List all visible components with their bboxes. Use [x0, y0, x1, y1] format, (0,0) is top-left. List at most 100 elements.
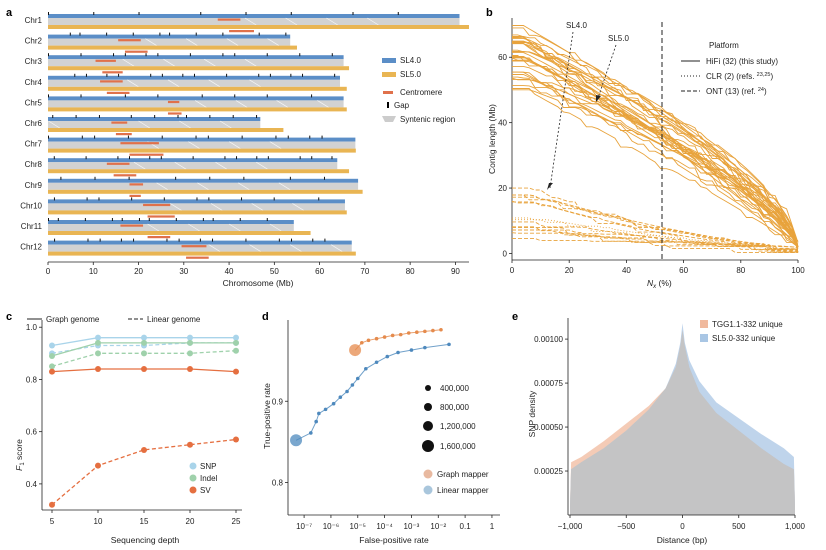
sl4-centromere	[118, 39, 141, 42]
gap-mark	[85, 73, 87, 77]
legend-tgg-label: TGG1.1-332 unique	[712, 320, 783, 329]
contig-curve	[512, 38, 799, 248]
gap-mark	[133, 238, 135, 242]
gap-mark	[150, 73, 152, 77]
syntenic-streak	[138, 120, 151, 129]
y-tick-label: 20	[498, 184, 507, 193]
contig-curve	[512, 25, 799, 248]
roc-point	[350, 383, 355, 387]
indel-linear-point	[233, 347, 239, 354]
contig-curve	[512, 51, 799, 248]
legend-linear-label: Linear genome	[147, 315, 201, 324]
chromosome-label: Chr3	[25, 57, 43, 66]
sl5-centromere	[147, 215, 175, 218]
panel-e-xlabel: Distance (bp)	[657, 535, 708, 545]
panel-a-legend: SL4.0 SL5.0 Centromere Gap Syntenic regi…	[382, 56, 455, 124]
gap-mark	[79, 32, 81, 36]
syntenic-streak	[276, 100, 289, 108]
gap-mark	[121, 218, 123, 221]
panel-e-density-plot: −1,000 −500 0 500 1,000 0.00025 0.00050 0.00075…	[527, 318, 806, 545]
gap-mark	[98, 197, 100, 201]
sl5-bar	[48, 169, 350, 174]
contig-curve	[512, 219, 798, 250]
syntenic-streak	[237, 182, 250, 191]
gap-mark	[311, 94, 313, 98]
sl4-bar	[48, 75, 340, 80]
x-tick-label: 10⁻⁶	[323, 522, 339, 531]
gap-mark	[160, 156, 162, 160]
contig-curve	[512, 71, 799, 248]
gap-mark	[273, 197, 275, 201]
contig-curve	[512, 49, 799, 248]
gap-mark	[177, 115, 179, 118]
gap-mark	[128, 176, 130, 180]
annotation-sl5-arrow	[597, 44, 617, 99]
sl4-bar	[48, 55, 344, 60]
gap-mark	[291, 238, 293, 242]
syntenic-region	[48, 162, 338, 170]
contig-curve	[512, 217, 798, 253]
sl4-bar	[48, 14, 460, 18]
gap-mark	[258, 32, 260, 36]
gap-mark	[80, 53, 82, 57]
sv-linear-point	[233, 436, 239, 443]
syntenic-streak	[194, 100, 207, 108]
syntenic-streak	[179, 120, 191, 129]
gap-mark	[193, 73, 195, 77]
roc-point	[366, 338, 371, 343]
sl5-centromere	[186, 256, 209, 259]
gap-mark	[113, 53, 115, 57]
contig-curve	[512, 42, 799, 248]
legend-centromere-swatch	[383, 91, 393, 94]
gap-mark	[57, 218, 59, 221]
gap-mark	[80, 94, 82, 98]
syntenic-streak	[167, 79, 180, 88]
chromosome-label: Chr9	[25, 181, 43, 190]
x-tick-label: 10⁻⁴	[376, 522, 393, 531]
sl5-centromere	[229, 30, 254, 33]
panel-c-xlabel: Sequencing depth	[111, 535, 180, 545]
sv-linear-point	[49, 501, 55, 508]
syntenic-streak	[269, 141, 282, 149]
contig-curve	[512, 194, 798, 250]
gap-mark	[175, 218, 177, 221]
y-tick-label: 0.4	[26, 480, 38, 489]
legend-gap-label: Gap	[394, 101, 410, 110]
gap-mark	[321, 135, 323, 139]
gap-mark	[189, 53, 191, 57]
sl5-bar	[48, 189, 363, 194]
size-legend-dot-4	[422, 440, 434, 452]
snp-graph-point	[49, 342, 55, 349]
gap-mark	[60, 176, 62, 180]
chromosome-row-chr9: Chr9	[25, 176, 363, 197]
syntenic-streak	[210, 203, 223, 211]
chromosome-label: Chr4	[25, 78, 43, 87]
gap-mark	[245, 238, 247, 242]
roc-point	[309, 431, 313, 435]
gap-mark	[195, 32, 197, 36]
roc-point	[338, 395, 343, 399]
gap-mark	[266, 94, 268, 98]
gap-mark	[234, 94, 236, 98]
roc-point	[374, 360, 379, 365]
x-tick-label: 100	[791, 266, 805, 275]
contig-curve	[512, 55, 799, 248]
sl4-centromere	[106, 162, 130, 165]
syntenic-streak	[156, 182, 169, 191]
contig-curve	[512, 237, 798, 253]
syntenic-streak	[330, 244, 343, 252]
syntenic-streak	[219, 120, 232, 129]
x-tick-label: 0.1	[460, 522, 472, 531]
legend-hifi-label: HiFi (32) (this study)	[706, 57, 778, 66]
size-legend-dot-1	[425, 385, 431, 391]
chromosome-label: Chr1	[25, 16, 43, 25]
syntenic-streak	[226, 38, 239, 46]
gap-mark	[239, 218, 241, 221]
sl4-bar	[48, 240, 352, 245]
roc-point	[439, 327, 443, 332]
chromosome-row-chr11: Chr11	[21, 218, 311, 239]
size-legend-label-2: 800,000	[440, 403, 469, 412]
gap-mark	[202, 218, 204, 221]
roc-point	[314, 419, 318, 424]
gap-mark	[222, 32, 224, 36]
